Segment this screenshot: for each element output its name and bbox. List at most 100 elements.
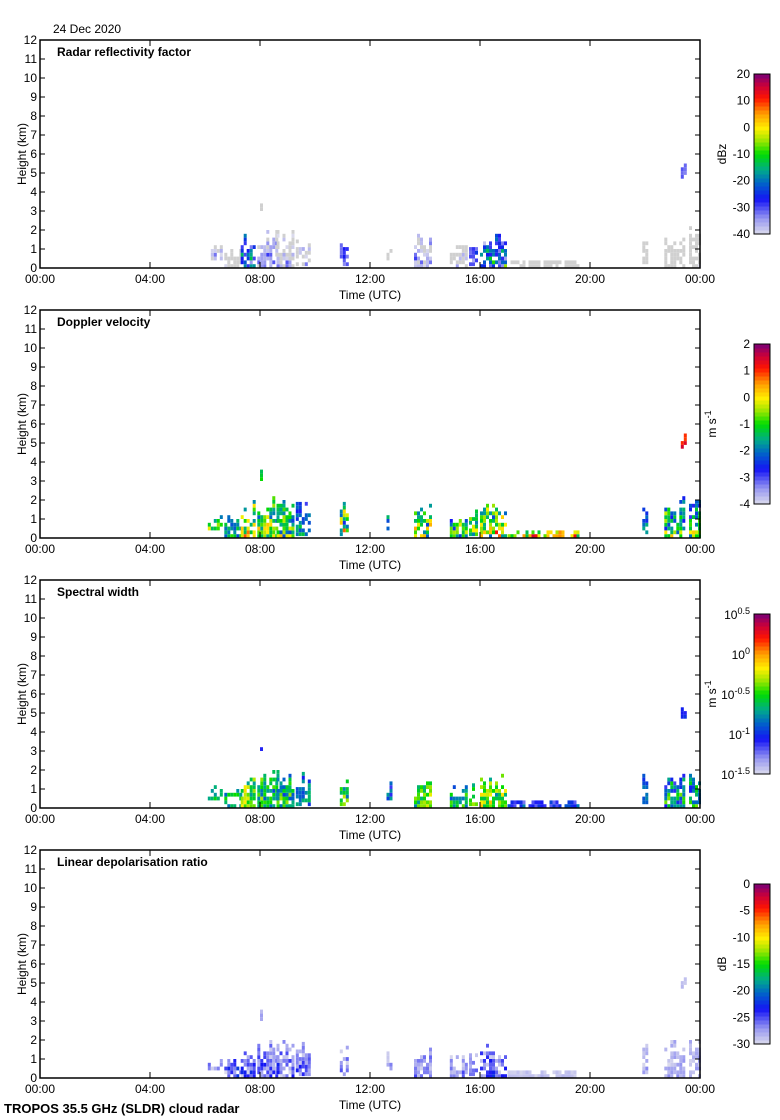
data-cell (689, 777, 692, 782)
data-cell (480, 796, 483, 801)
data-cell (243, 233, 247, 238)
data-cell (504, 252, 507, 257)
data-cell (695, 245, 698, 249)
data-cell (269, 511, 273, 516)
data-cell (679, 530, 683, 535)
colorbar-tick-label: -10 (733, 930, 751, 944)
data-cell (282, 1074, 286, 1078)
data-cell (682, 773, 686, 778)
data-cell (501, 1062, 504, 1067)
data-cell (285, 785, 289, 789)
data-cell (285, 519, 289, 523)
colorbar-swatch (754, 166, 770, 171)
data-cell (682, 1070, 686, 1075)
data-cell (673, 1070, 677, 1075)
data-cell (679, 800, 683, 805)
data-cell (426, 264, 429, 268)
data-cell (210, 252, 214, 257)
data-cell (266, 507, 270, 512)
data-cell (260, 796, 264, 801)
colorbar-swatch (754, 690, 770, 695)
data-cell (257, 519, 261, 523)
data-cell (492, 796, 495, 801)
data-cell (495, 1074, 498, 1078)
data-cell (498, 804, 501, 808)
data-cell (480, 264, 483, 268)
data-cell (513, 800, 517, 805)
data-cell (469, 798, 472, 803)
data-cell (291, 241, 295, 246)
data-cell (279, 1070, 283, 1075)
data-cell (449, 534, 453, 538)
data-cell (260, 469, 263, 474)
x-axis-label: Time (UTC) (339, 558, 401, 572)
colorbar-swatch (754, 948, 770, 953)
data-cell (386, 515, 390, 519)
data-cell (522, 800, 526, 805)
data-cell (339, 1049, 343, 1054)
data-cell (272, 500, 276, 504)
data-cell (695, 237, 698, 242)
colorbar-tick-label: -1 (739, 417, 750, 431)
data-cell (342, 262, 346, 267)
data-cell (295, 532, 299, 537)
data-cell (236, 260, 240, 265)
data-cell (272, 496, 276, 500)
data-cell (673, 1043, 677, 1048)
data-cell (307, 1064, 311, 1069)
data-cell (642, 507, 646, 512)
colorbar-swatch (754, 496, 770, 501)
data-cell (282, 526, 286, 531)
data-cell (492, 1051, 495, 1056)
data-cell (475, 532, 478, 537)
colorbar-label: m s-1 (703, 680, 719, 707)
data-cell (252, 796, 256, 801)
x-axis-label: Time (UTC) (339, 828, 401, 842)
data-cell (670, 249, 674, 253)
data-cell (461, 526, 465, 531)
data-cell (272, 1051, 276, 1056)
data-cell (219, 792, 223, 797)
data-cell (504, 534, 507, 538)
data-cell (486, 804, 489, 808)
colorbar-swatch (754, 1008, 770, 1013)
data-cell (664, 507, 668, 512)
data-cell (282, 249, 286, 253)
data-cell (263, 796, 267, 801)
data-cell (564, 260, 568, 265)
data-cell (480, 511, 483, 516)
data-cell (285, 1047, 289, 1052)
data-cell (210, 789, 214, 793)
data-cell (272, 245, 276, 249)
data-cell (269, 796, 273, 801)
data-cell (414, 1059, 417, 1063)
data-cell (673, 1066, 677, 1071)
y-tick-label: 5 (30, 436, 37, 450)
data-cell (689, 1070, 692, 1075)
data-cell (695, 233, 698, 238)
colorbar-swatch (754, 892, 770, 897)
data-cell (564, 1074, 568, 1078)
data-cell (537, 800, 541, 805)
data-cell (345, 787, 349, 791)
data-cell (670, 1051, 674, 1056)
data-cell (552, 534, 556, 538)
data-cell (570, 800, 574, 805)
data-cell (414, 511, 417, 516)
data-cell (540, 804, 544, 808)
y-tick-label: 10 (24, 611, 38, 625)
data-cell (257, 804, 261, 808)
data-cell (276, 792, 280, 797)
data-cell (695, 785, 698, 789)
data-cell (546, 1074, 550, 1078)
data-cell (288, 256, 292, 261)
colorbar-swatch (754, 110, 770, 115)
data-cell (489, 260, 492, 265)
y-axis-label: Height (km) (15, 393, 29, 455)
data-cell (452, 785, 456, 789)
data-cell (492, 1066, 495, 1071)
data-cell (689, 800, 692, 805)
data-cell (555, 800, 559, 805)
